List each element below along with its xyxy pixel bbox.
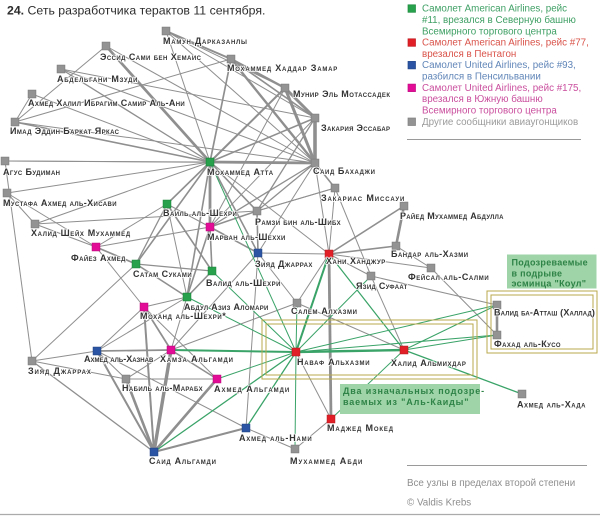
svg-text:#11, врезался в Северную башню: #11, врезался в Северную башню <box>422 15 576 26</box>
svg-text:Ваиль аль-Шехри: Ваиль аль-Шехри <box>163 208 237 218</box>
svg-text:Ахмед аль-Хада: Ахмед аль-Хада <box>517 400 586 410</box>
svg-text:Мухаммед Абди: Мухаммед Абди <box>290 456 363 466</box>
svg-text:Марван аль-Шеххи: Марван аль-Шеххи <box>207 232 286 242</box>
svg-text:Мохаммед Хаддар Замар: Мохаммед Хаддар Замар <box>227 63 338 73</box>
svg-text:эсминца "Коул": эсминца "Коул" <box>512 278 587 288</box>
svg-text:Халид Шейх Мухаммед: Халид Шейх Мухаммед <box>31 228 131 238</box>
svg-text:врезался в Южную башню: врезался в Южную башню <box>422 94 543 105</box>
svg-text:Ахмед аль-Хазнав: Ахмед аль-Хазнав <box>84 354 154 364</box>
svg-text:врезался в Пентагон: врезался в Пентагон <box>422 49 516 60</box>
svg-text:Мустафа Ахмед аль-Хисави: Мустафа Ахмед аль-Хисави <box>3 198 117 208</box>
svg-text:Абдельгани Мзуди: Абдельгани Мзуди <box>57 74 138 84</box>
svg-text:Имад Эддин Баркат Яркас: Имад Эддин Баркат Яркас <box>10 126 120 136</box>
svg-text:© Valdis Krebs: © Valdis Krebs <box>407 498 471 509</box>
svg-text:в подрыве: в подрыве <box>512 268 563 278</box>
svg-text:Зияд Джаррах: Зияд Джаррах <box>28 366 92 376</box>
svg-text:Хамза Альгамди: Хамза Альгамди <box>160 354 234 364</box>
svg-text:Сатам Суками: Сатам Суками <box>133 269 192 279</box>
svg-text:Два изначальных подозре-: Два изначальных подозре- <box>343 386 485 396</box>
svg-text:Ахмед аль-Нами: Ахмед аль-Нами <box>239 433 313 443</box>
svg-text:Мунир Эль Мотассадек: Мунир Эль Мотассадек <box>293 89 390 99</box>
svg-text:Зияд Джаррах: Зияд Джаррах <box>255 259 313 269</box>
svg-text:Всемирного торгового центра: Всемирного торгового центра <box>422 106 557 117</box>
svg-text:Наваф Альхазми: Наваф Альхазми <box>297 357 370 367</box>
svg-text:Набиль аль-Марабх: Набиль аль-Марабх <box>122 383 203 393</box>
svg-text:Ахмед Халил Ибрагим Самир Аль-: Ахмед Халил Ибрагим Самир Аль-Ани <box>28 98 185 108</box>
svg-text:Фахад аль-Кусо: Фахад аль-Кусо <box>494 339 561 349</box>
svg-text:Мамун Дарказанлы: Мамун Дарказанлы <box>163 36 248 46</box>
svg-text:Закариас Миссауи: Закариас Миссауи <box>321 193 405 203</box>
svg-text:Всемирного торгового центра: Всемирного торгового центра <box>422 26 557 37</box>
svg-text:Агус Будиман: Агус Будиман <box>3 167 60 177</box>
svg-text:Валид аль-Шехри: Валид аль-Шехри <box>206 278 281 288</box>
svg-text:Абдул Азиз Аломари: Абдул Азиз Аломари <box>184 302 269 312</box>
svg-text:Закария Эссабар: Закария Эссабар <box>321 123 390 133</box>
svg-text:Хани Ханджур: Хани Ханджур <box>326 256 386 266</box>
svg-text:24. Сеть разработчика терактов: 24. Сеть разработчика терактов 11 сентяб… <box>7 4 265 18</box>
svg-text:Ахмед Альгамди: Ахмед Альгамди <box>214 384 290 394</box>
svg-text:разбился в Пенсильвании: разбился в Пенсильвании <box>422 72 541 83</box>
svg-text:Райед Мухаммед Абдулла: Райед Мухаммед Абдулла <box>400 211 504 221</box>
svg-text:Самолет United Airlines, рейс: Самолет United Airlines, рейс #175, <box>422 83 581 94</box>
svg-text:Халид Альмихдар: Халид Альмихдар <box>391 358 467 368</box>
svg-text:Другие сообщники авиаугонщиков: Другие сообщники авиаугонщиков <box>422 117 578 128</box>
svg-text:Мохаммед Атта: Мохаммед Атта <box>207 167 274 177</box>
svg-text:Моханд аль-Шехри*: Моханд аль-Шехри* <box>140 311 226 321</box>
svg-text:Салем Алхазми: Салем Алхазми <box>291 306 358 316</box>
svg-text:Файез Ахмед: Файез Ахмед <box>71 253 126 263</box>
svg-text:Все узлы в пределах второй сте: Все узлы в пределах второй степени <box>407 478 575 489</box>
svg-text:Самолет American Airlines, рей: Самолет American Airlines, рейс <box>422 4 567 15</box>
svg-text:Рамзи бин аль-Шибх: Рамзи бин аль-Шибх <box>255 217 341 227</box>
svg-text:Самолет American Airlines, рей: Самолет American Airlines, рейс #77, <box>422 38 589 49</box>
svg-text:Фейсал аль-Салми: Фейсал аль-Салми <box>408 272 489 282</box>
svg-text:Валид ба-Атташ (Халлад): Валид ба-Атташ (Халлад) <box>494 308 595 318</box>
svg-text:Подозреваемые: Подозреваемые <box>512 258 588 268</box>
svg-text:Эссид Сами бен Хемаис: Эссид Сами бен Хемаис <box>100 52 202 62</box>
svg-text:Язид Суфаат: Язид Суфаат <box>356 281 408 291</box>
svg-text:Маджед Мокед: Маджед Мокед <box>327 423 394 433</box>
svg-text:Самолет United Airlines, рейс: Самолет United Airlines, рейс #93, <box>422 60 576 71</box>
svg-text:ваемых из "Аль-Каиды": ваемых из "Аль-Каиды" <box>343 397 469 407</box>
svg-text:Бандар аль-Хазми: Бандар аль-Хазми <box>391 249 469 259</box>
svg-text:Саид Бахаджи: Саид Бахаджи <box>313 166 376 176</box>
svg-text:Саид Альгамди: Саид Альгамди <box>149 456 217 466</box>
